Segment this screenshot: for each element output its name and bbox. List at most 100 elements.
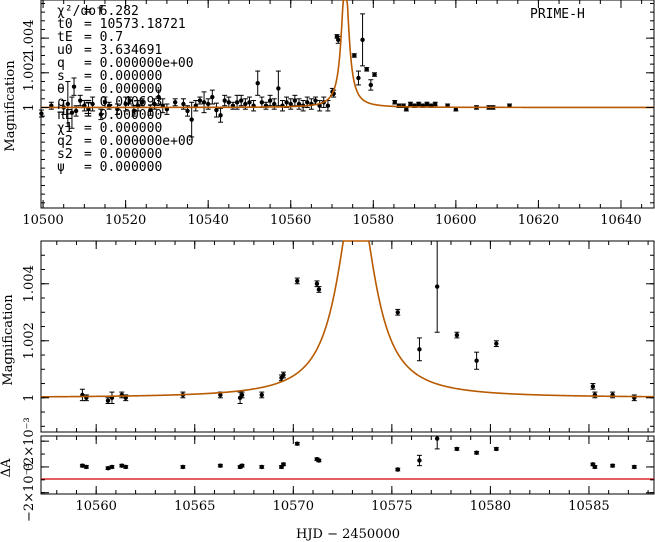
overview-ticks: 10500 10520 10540 10560 10580 10600 10620 10640… <box>22 0 654 228</box>
zoom-point <box>105 397 111 404</box>
x-tick-label: 10585 <box>568 499 609 514</box>
residual-frame <box>40 435 655 495</box>
overview-point <box>368 79 374 91</box>
x-axis-title: HJD − 2450000 <box>296 527 400 542</box>
overview-point <box>304 96 310 108</box>
parameter-label: s2 <box>57 147 73 162</box>
x-tick-label: 10520 <box>105 213 146 228</box>
residual-point <box>316 458 322 463</box>
zoom-point <box>416 337 422 362</box>
residual-point <box>180 464 186 470</box>
residual-point <box>123 464 129 470</box>
overview-point <box>292 94 298 107</box>
x-tick-label: 10570 <box>273 499 314 514</box>
y-tick-label: 0 <box>22 463 37 471</box>
x-tick-label: 10500 <box>22 213 63 228</box>
overview-point <box>152 98 158 110</box>
parameter-value: = 0.000000 <box>84 82 162 97</box>
residual-point <box>416 454 422 467</box>
overview-point <box>267 94 273 107</box>
residual-ylabel: ΔA <box>0 458 14 477</box>
x-tick-label: 10565 <box>174 499 215 514</box>
x-tick-label: 10580 <box>353 213 394 228</box>
residual-data-points <box>79 435 637 472</box>
overview-point <box>325 100 331 112</box>
x-tick-label: 10580 <box>470 499 511 514</box>
overview-point <box>279 100 285 112</box>
overview-point <box>131 105 137 117</box>
parameter-value: = 0.7 <box>84 30 123 45</box>
parameter-label: πE <box>57 108 73 123</box>
parameter-list: χ²/dof= 6.282 t0 = 10573.18721 tE = 0.7 u0 = 3… <box>57 4 194 175</box>
zoom-point <box>434 240 440 333</box>
overview-point <box>230 101 236 110</box>
zoom-point <box>280 371 286 379</box>
residual-point <box>454 446 460 452</box>
parameter-value: = 3.634691 <box>84 43 162 58</box>
overview-point <box>288 98 294 110</box>
overview-point <box>90 96 96 112</box>
zoom-point <box>314 280 320 288</box>
x-tick-label: 10560 <box>270 213 311 228</box>
residual-point <box>280 462 286 467</box>
parameter-label: s <box>57 69 65 84</box>
zoom-model-curve <box>41 240 655 398</box>
overview-point <box>308 98 314 110</box>
overview-point <box>275 70 281 107</box>
zoom-point <box>239 391 245 399</box>
residual-point <box>79 463 85 468</box>
overview-title: PRIME-H <box>530 7 585 22</box>
zoom-ylabel: Magnification <box>1 294 16 386</box>
y-tick-label: −2×10⁻³ <box>22 463 37 522</box>
residual-point <box>294 441 300 446</box>
zoom-point <box>474 351 480 370</box>
y-tick-label: 1.002 <box>22 54 37 91</box>
overview-point <box>242 98 248 110</box>
y-tick-label: 2×10⁻³ <box>22 417 37 465</box>
y-tick-label: 1.002 <box>22 322 37 359</box>
overview-point <box>313 96 319 105</box>
zoom-data-points <box>79 240 637 404</box>
overview-frame <box>40 0 655 209</box>
residual-point <box>610 463 616 468</box>
parameter-value: = 0.000000 <box>84 160 162 175</box>
overview-point <box>317 100 323 112</box>
parameter-label: q2 <box>57 134 73 149</box>
overview-point <box>156 89 162 105</box>
y-tick-label: 1.004 <box>22 20 37 57</box>
overview-point <box>38 109 44 118</box>
parameter-value: = 0.000000 <box>84 108 162 123</box>
overview-point <box>209 89 215 105</box>
overview-point <box>351 53 357 58</box>
overview-point <box>360 13 366 67</box>
residual-point <box>217 463 223 468</box>
overview-point <box>407 101 413 107</box>
overview-point <box>172 98 178 107</box>
x-tick-label: 10540 <box>188 213 229 228</box>
zoom-point <box>395 308 401 316</box>
y-tick-label: 1.004 <box>22 265 37 302</box>
zoom-point <box>83 394 89 402</box>
overview-point <box>69 96 75 129</box>
overview-point <box>416 101 422 107</box>
parameter-label: u0 <box>57 43 73 58</box>
parameter-value: = 0.000000e+00 <box>84 134 194 149</box>
x-tick-label: 10575 <box>371 499 412 514</box>
zoom-frame <box>40 240 655 433</box>
overview-point <box>372 72 378 77</box>
residual-point <box>434 435 440 450</box>
overview-point <box>197 96 203 105</box>
overview-point <box>98 108 104 121</box>
zoom-point <box>454 331 460 339</box>
parameter-value: = 0.000000 <box>84 121 162 136</box>
zoom-point <box>316 286 322 293</box>
residual-point <box>592 464 598 470</box>
overview-point <box>127 96 133 105</box>
parameter-label: q <box>57 56 65 71</box>
residual-point <box>105 466 111 471</box>
overview-ylabel: Magnification <box>3 60 18 152</box>
zoom-point <box>109 391 115 404</box>
parameter-value: = 0.000000 <box>84 147 162 162</box>
zoom-point <box>294 277 300 285</box>
